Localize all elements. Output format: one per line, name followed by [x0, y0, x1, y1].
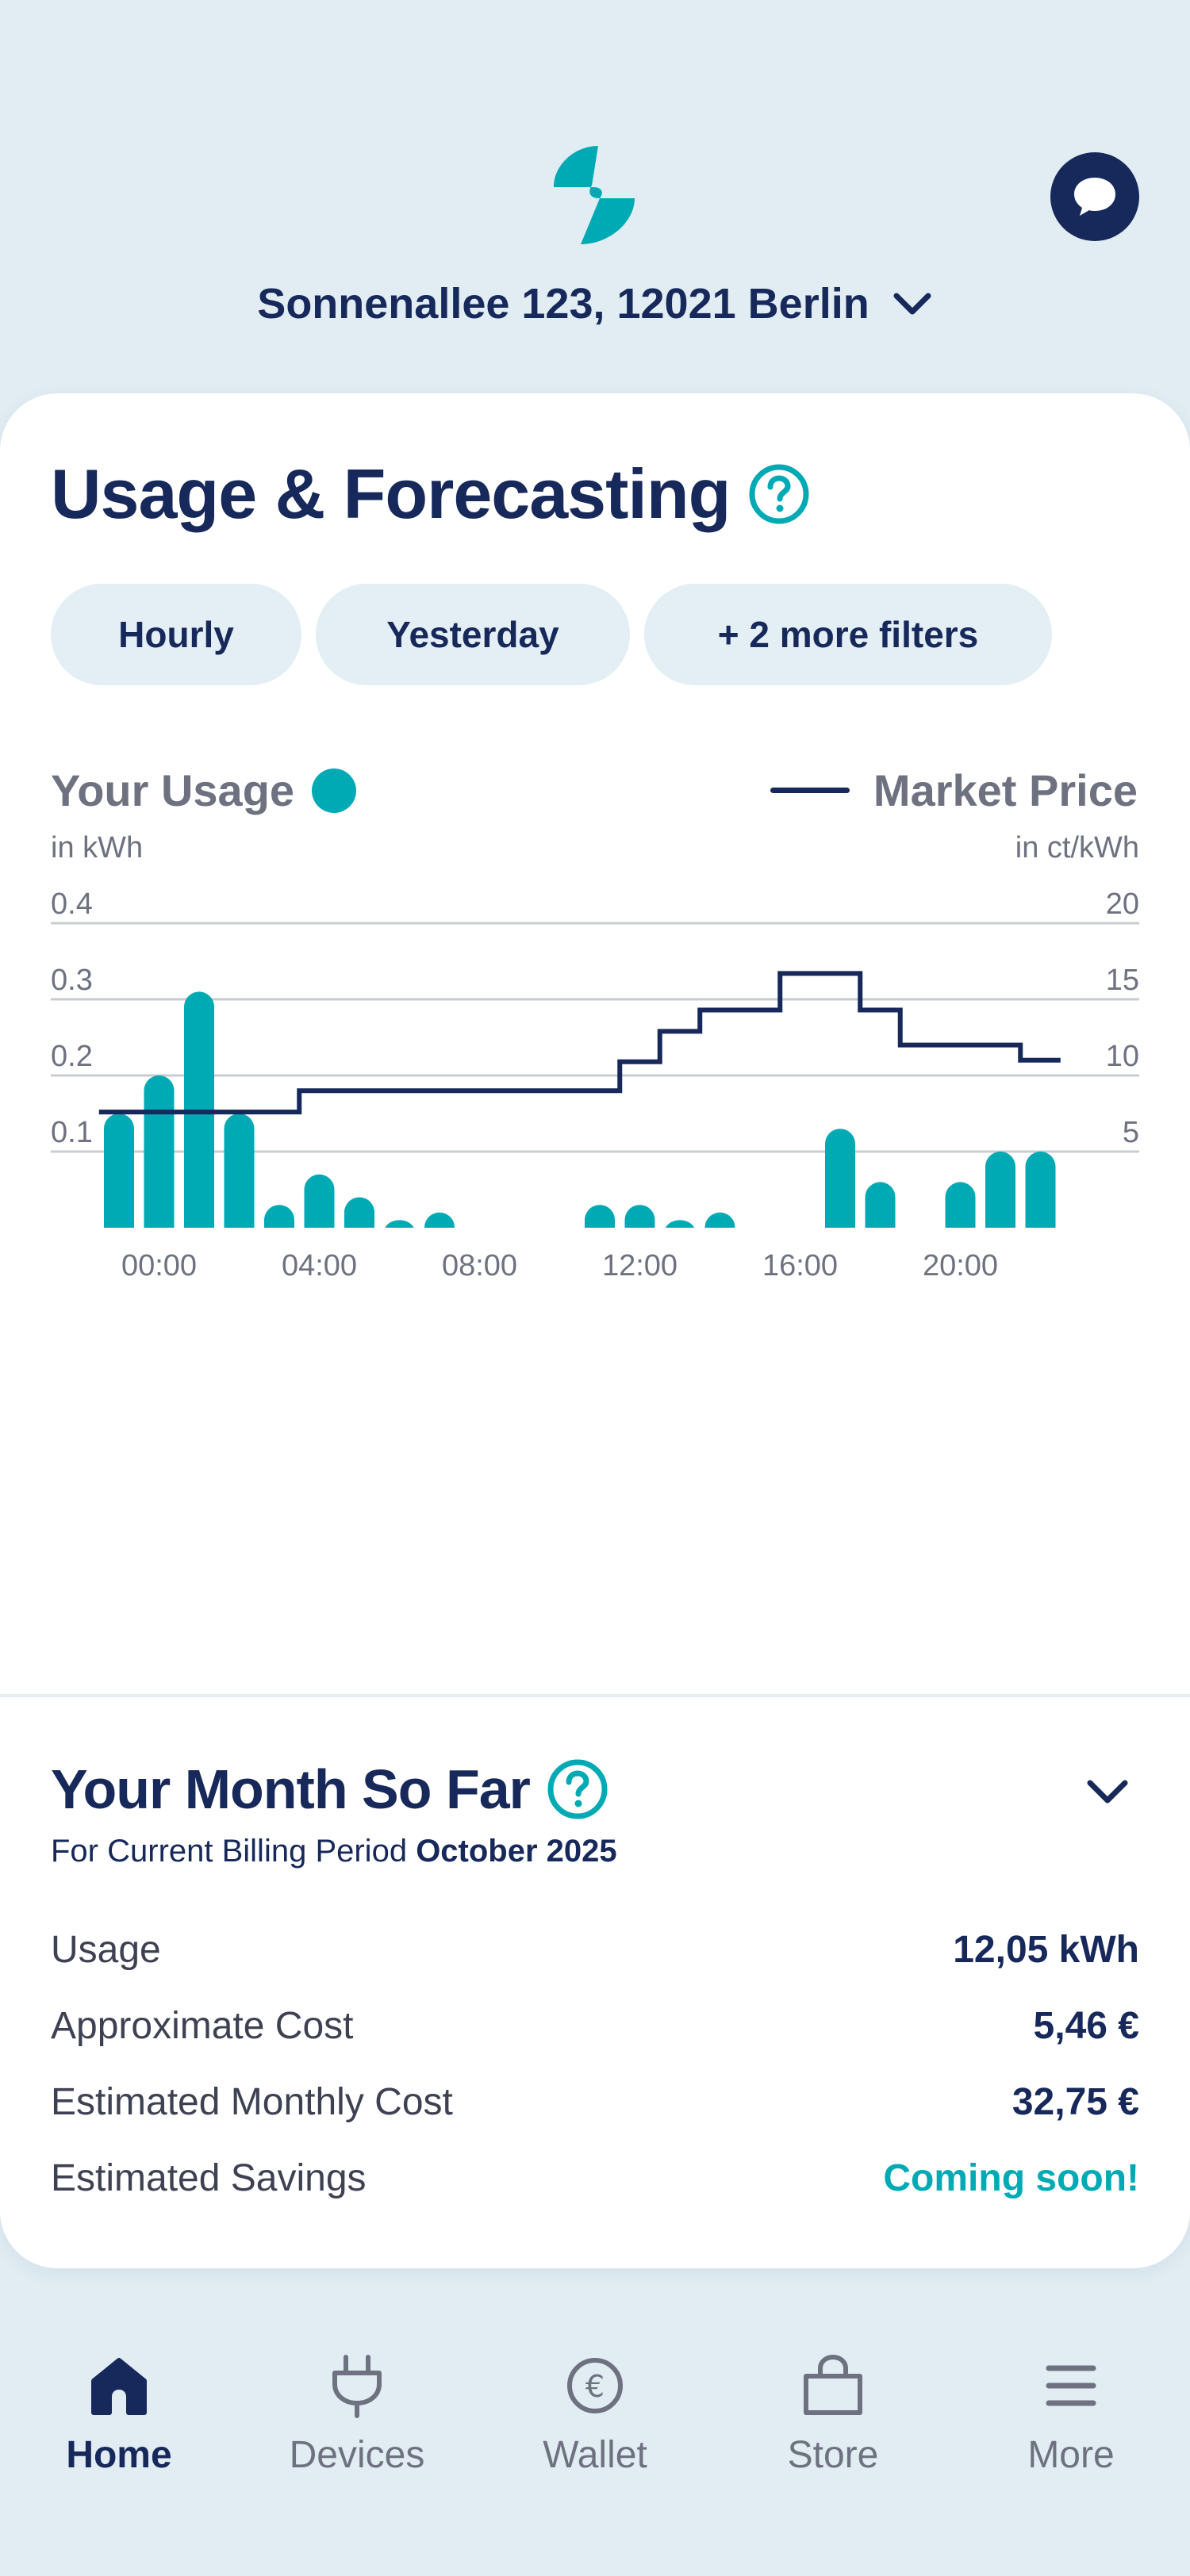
x-tick-label: 16:00 [762, 1249, 838, 1282]
address-text: Sonnenallee 123, 12021 Berlin [257, 280, 869, 328]
usage-title: Usage & Forecasting [51, 454, 811, 535]
stat-row-usage: Usage 12,05 kWh [51, 1911, 1139, 1988]
stat-label: Usage [51, 1928, 161, 1971]
x-tick-label: 08:00 [442, 1249, 517, 1282]
legend-usage: Your Usage [51, 765, 357, 816]
x-tick-label: 04:00 [282, 1249, 357, 1282]
chevron-down-icon[interactable] [1082, 1767, 1133, 1818]
lightning-logo-icon [554, 146, 635, 244]
stat-label: Approximate Cost [51, 2004, 354, 2047]
billing-period: For Current Billing Period October 2025 [51, 1834, 617, 1869]
unit-usage: in kWh [51, 831, 144, 864]
usage-bar [144, 1075, 175, 1242]
y-right-tick-label: 5 [1123, 1116, 1139, 1149]
usage-bar [985, 1152, 1015, 1242]
billing-period-value: October 2025 [416, 1834, 617, 1869]
x-tick-label: 12:00 [602, 1249, 678, 1282]
plug-icon [332, 2355, 382, 2418]
y-left-tick-label: 0.1 [51, 1116, 93, 1149]
main-card: Usage & Forecasting Hourly Yesterday + 2… [0, 393, 1190, 2268]
nav-label: Store [787, 2434, 879, 2476]
stat-row-savings: Estimated Savings Coming soon! [51, 2140, 1139, 2216]
stat-label: Estimated Savings [51, 2156, 367, 2199]
section-divider [0, 1694, 1190, 1697]
y-right-tick-label: 15 [1106, 964, 1139, 997]
legend-usage-label: Your Usage [51, 765, 295, 815]
usage-bar [224, 1114, 255, 1242]
legend-price: Market Price [770, 765, 1138, 816]
legend-price-label: Market Price [873, 765, 1138, 815]
stat-row-monthly-cost: Estimated Monthly Cost 32,75 € [51, 2064, 1139, 2140]
usage-bar [825, 1129, 855, 1242]
nav-store[interactable]: Store [730, 2349, 936, 2576]
usage-chart: 0.1 0.2 0.3 0.4 5 10 15 20 00:00 04:00 08:00 12:00 1… [0, 887, 1190, 1282]
billing-prefix: For Current Billing Period [51, 1834, 416, 1869]
euro-coin-icon: € [567, 2358, 623, 2413]
stat-value: 32,75 € [1012, 2080, 1139, 2123]
filter-more[interactable]: + 2 more filters [644, 584, 1052, 685]
month-title-text: Your Month So Far [51, 1758, 531, 1820]
bottom-nav: Home Devices € Wallet Store More [0, 2310, 1190, 2576]
stat-value: Coming soon! [883, 2156, 1139, 2199]
stat-row-approx-cost: Approximate Cost 5,46 € [51, 1988, 1139, 2064]
chat-button[interactable] [1050, 152, 1139, 241]
nav-devices[interactable]: Devices [254, 2349, 460, 2576]
legend-price-line [770, 788, 850, 793]
usage-bar [304, 1174, 335, 1242]
svg-text:€: € [585, 2369, 605, 2404]
unit-price: in ct/kWh [1015, 831, 1139, 864]
app-header: Sonnenallee 123, 12021 Berlin [0, 0, 1190, 397]
menu-icon [1046, 2365, 1096, 2406]
y-left-tick-label: 0.2 [51, 1040, 93, 1073]
nav-label: Devices [289, 2434, 425, 2476]
nav-label: Home [66, 2434, 172, 2476]
nav-home[interactable]: Home [16, 2349, 222, 2576]
usage-bar [945, 1182, 976, 1242]
month-title: Your Month So Far [51, 1758, 609, 1821]
stat-value: 12,05 kWh [953, 1928, 1139, 1971]
legend-usage-dot [312, 768, 357, 813]
filter-bar: Hourly Yesterday + 2 more filters [51, 584, 1052, 685]
help-icon[interactable] [546, 1758, 609, 1821]
address-selector[interactable]: Sonnenallee 123, 12021 Berlin [0, 279, 1190, 328]
nav-label: Wallet [543, 2434, 647, 2476]
y-right-tick-label: 20 [1106, 887, 1139, 921]
chevron-down-icon [893, 293, 931, 315]
home-icon [91, 2358, 147, 2415]
nav-more[interactable]: More [968, 2349, 1174, 2576]
baseline-mask [0, 1228, 1190, 1259]
usage-title-text: Usage & Forecasting [51, 454, 731, 533]
y-left-tick-label: 0.4 [51, 887, 93, 921]
filter-hourly[interactable]: Hourly [51, 584, 301, 685]
usage-bar [184, 991, 214, 1242]
y-left-tick-label: 0.3 [51, 964, 93, 997]
y-right-tick-label: 10 [1106, 1040, 1139, 1073]
stat-value: 5,46 € [1033, 2004, 1139, 2047]
shopping-bag-icon [804, 2355, 862, 2415]
x-tick-label: 20:00 [923, 1249, 998, 1282]
usage-bar [865, 1182, 896, 1242]
filter-yesterday[interactable]: Yesterday [316, 584, 630, 685]
help-icon[interactable] [747, 462, 811, 526]
nav-wallet[interactable]: € Wallet [492, 2349, 698, 2576]
usage-bar [104, 1114, 134, 1242]
month-stats: Usage 12,05 kWh Approximate Cost 5,46 € … [51, 1911, 1139, 2216]
usage-bar [1025, 1152, 1056, 1242]
chat-bubble-icon [1074, 178, 1115, 216]
x-tick-label: 00:00 [121, 1249, 197, 1282]
nav-label: More [1027, 2434, 1115, 2476]
market-price-line [98, 971, 1061, 1115]
stat-label: Estimated Monthly Cost [51, 2080, 453, 2123]
